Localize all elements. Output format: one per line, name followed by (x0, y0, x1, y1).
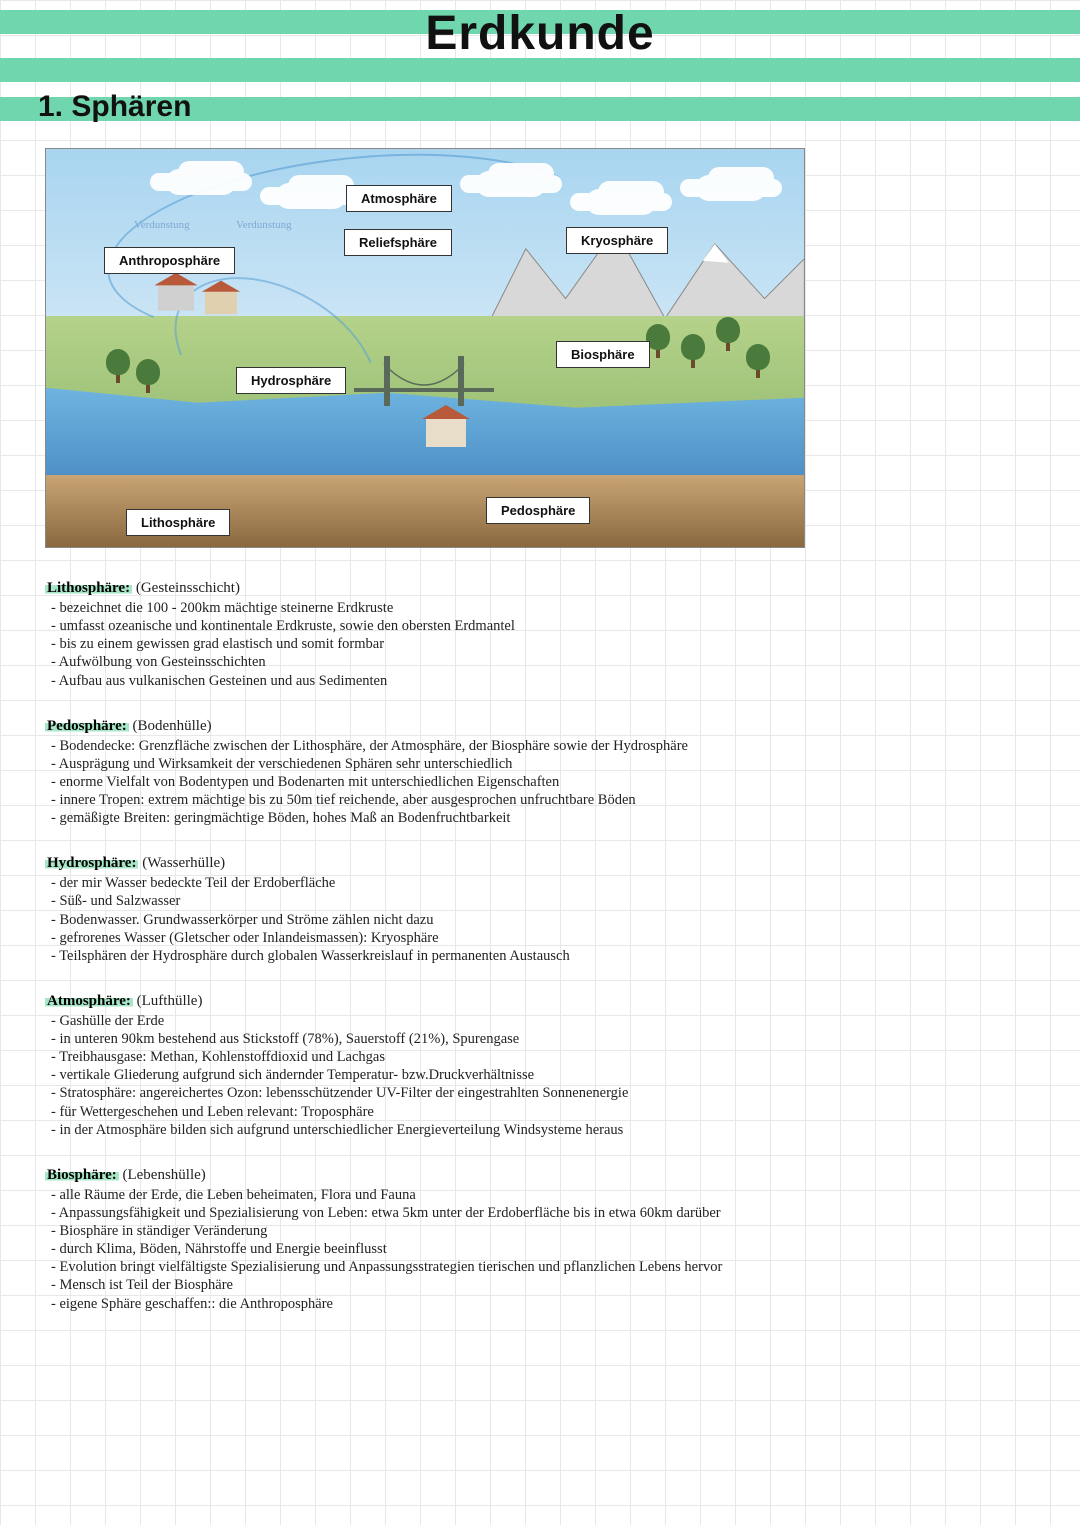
tree-icon (681, 334, 705, 368)
page-title: Erdkunde (0, 6, 1080, 61)
bullet-item: innere Tropen: extrem mächtige bis zu 50… (45, 791, 1040, 809)
section-subtitle: (Lebenshülle) (119, 1167, 206, 1183)
diagram-label-lithosphaere: Lithosphäre (126, 509, 230, 536)
section-4: Biosphäre: (Lebenshülle) alle Räume der E… (45, 1167, 1040, 1313)
tree-icon (716, 317, 740, 351)
bullet-item: eigene Sphäre geschaffen:: die Anthropos… (45, 1295, 1040, 1313)
bullet-item: in der Atmosphäre bilden sich aufgrund u… (45, 1121, 1040, 1139)
section-1: Pedosphäre: (Bodenhülle) Bodendecke: Gren… (45, 718, 1040, 828)
diagram-label-hydrosphaere: Hydrosphäre (236, 367, 346, 394)
section-2: Hydrosphäre: (Wasserhülle) der mir Wasser… (45, 855, 1040, 965)
sections-container: Lithosphäre: (Gesteinsschicht) bezeichnet… (45, 580, 1040, 1341)
bullet-list: Gashülle der Erdein unteren 90km bestehe… (45, 1012, 1040, 1139)
bullet-item: Süß- und Salzwasser (45, 892, 1040, 910)
bullet-item: der mir Wasser bedeckte Teil der Erdober… (45, 874, 1040, 892)
bullet-item: Ausprägung und Wirksamkeit der verschied… (45, 755, 1040, 773)
section-head: Pedosphäre: (Bodenhülle) (45, 718, 1040, 735)
bullet-item: Treibhausgase: Methan, Kohlenstoffdioxid… (45, 1048, 1040, 1066)
diagram-label-reliefsphaere: Reliefsphäre (344, 229, 452, 256)
bullet-item: in unteren 90km bestehend aus Stickstoff… (45, 1030, 1040, 1048)
section-term: Hydrosphäre: (45, 855, 138, 871)
bullet-list: der mir Wasser bedeckte Teil der Erdober… (45, 874, 1040, 965)
bullet-item: Bodenwasser. Grundwasserkörper und Ström… (45, 911, 1040, 929)
section-term: Lithosphäre: (45, 580, 132, 596)
bullet-item: Anpassungsfähigkeit und Spezialisierung … (45, 1204, 1040, 1222)
section-0: Lithosphäre: (Gesteinsschicht) bezeichnet… (45, 580, 1040, 690)
section-term: Atmosphäre: (45, 993, 133, 1009)
bullet-item: Stratosphäre: angereichertes Ozon: leben… (45, 1084, 1040, 1102)
tree-icon (136, 359, 160, 393)
cloud-icon (696, 175, 766, 201)
section-subtitle: (Wasserhülle) (138, 855, 225, 871)
cloud-icon (276, 183, 346, 209)
diagram-label-kryosphaere: Kryosphäre (566, 227, 668, 254)
bullet-list: Bodendecke: Grenzfläche zwischen der Lit… (45, 737, 1040, 828)
bullet-list: bezeichnet die 100 - 200km mächtige stei… (45, 599, 1040, 690)
section-title: 1. Sphären (38, 90, 191, 124)
bullet-item: Gashülle der Erde (45, 1012, 1040, 1030)
diagram-label-pedosphaere: Pedosphäre (486, 497, 590, 524)
diagram-annotation: Verdunstung (236, 219, 292, 231)
sphere-diagram: Verdunstung Verdunstung Atmosphäre Relief… (45, 148, 805, 548)
section-head: Biosphäre: (Lebenshülle) (45, 1167, 1040, 1184)
section-head: Hydrosphäre: (Wasserhülle) (45, 855, 1040, 872)
section-3: Atmosphäre: (Lufthülle) Gashülle der Erde… (45, 993, 1040, 1139)
house-icon (205, 292, 237, 314)
bullet-item: Mensch ist Teil der Biosphäre (45, 1276, 1040, 1294)
tree-icon (646, 324, 670, 358)
bridge-icon (364, 356, 484, 416)
house-icon (426, 419, 466, 447)
section-subtitle: (Gesteinsschicht) (132, 580, 240, 596)
bullet-item: bis zu einem gewissen grad elastisch und… (45, 635, 1040, 653)
house-icon (158, 285, 194, 310)
diagram-label-atmosphaere: Atmosphäre (346, 185, 452, 212)
cloud-icon (586, 189, 656, 215)
tree-icon (746, 344, 770, 378)
bullet-item: gefrorenes Wasser (Gletscher oder Inland… (45, 929, 1040, 947)
section-subtitle: (Lufthülle) (133, 993, 203, 1009)
section-term: Pedosphäre: (45, 718, 129, 734)
diagram-label-anthroposphaere: Anthroposphäre (104, 247, 235, 274)
bullet-item: enorme Vielfalt von Bodentypen und Boden… (45, 773, 1040, 791)
bullet-item: Aufbau aus vulkanischen Gesteinen und au… (45, 672, 1040, 690)
section-heading-text: Sphären (71, 90, 191, 123)
bullet-item: bezeichnet die 100 - 200km mächtige stei… (45, 599, 1040, 617)
diagram-annotation: Verdunstung (134, 219, 190, 231)
bullet-item: Biosphäre in ständiger Veränderung (45, 1222, 1040, 1240)
tree-icon (106, 349, 130, 383)
bullet-item: umfasst ozeanische und kontinentale Erdk… (45, 617, 1040, 635)
bullet-item: alle Räume der Erde, die Leben beheimate… (45, 1186, 1040, 1204)
bullet-list: alle Räume der Erde, die Leben beheimate… (45, 1186, 1040, 1313)
diagram-label-biosphaere: Biosphäre (556, 341, 650, 368)
bullet-item: für Wettergeschehen und Leben relevant: … (45, 1103, 1040, 1121)
section-number: 1. (38, 90, 63, 123)
section-term: Biosphäre: (45, 1167, 119, 1183)
bullet-item: gemäßigte Breiten: geringmächtige Böden,… (45, 809, 1040, 827)
bullet-item: Teilsphären der Hydrosphäre durch global… (45, 947, 1040, 965)
bullet-item: vertikale Gliederung aufgrund sich änder… (45, 1066, 1040, 1084)
bullet-item: Evolution bringt vielfältigste Spezialis… (45, 1258, 1040, 1276)
section-head: Lithosphäre: (Gesteinsschicht) (45, 580, 1040, 597)
section-subtitle: (Bodenhülle) (129, 718, 212, 734)
section-head: Atmosphäre: (Lufthülle) (45, 993, 1040, 1010)
cloud-icon (476, 171, 546, 197)
cloud-icon (166, 169, 236, 195)
title-band-bottom (0, 58, 1080, 82)
bullet-item: durch Klima, Böden, Nährstoffe und Energ… (45, 1240, 1040, 1258)
bullet-item: Bodendecke: Grenzfläche zwischen der Lit… (45, 737, 1040, 755)
bullet-item: Aufwölbung von Gesteinsschichten (45, 653, 1040, 671)
